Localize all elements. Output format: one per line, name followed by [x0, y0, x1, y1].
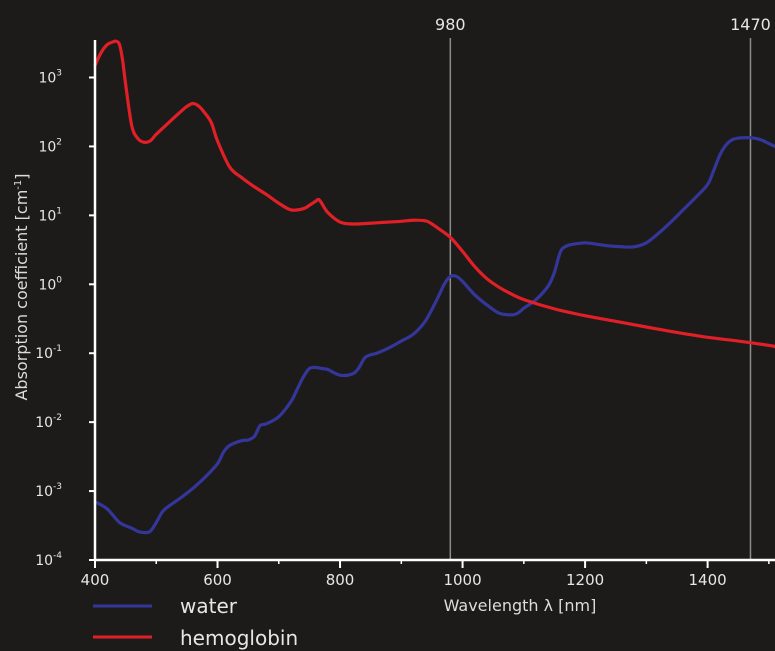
y-tick-label-0: 100 — [38, 275, 62, 293]
y-tick-label-3: 103 — [38, 69, 62, 87]
x-tick-label-1200: 1200 — [566, 571, 604, 589]
y-tick-label--2: 10-2 — [35, 413, 62, 431]
y-tick-label--3: 10-3 — [35, 482, 62, 500]
x-axis-label: Wavelength λ [nm] — [444, 596, 597, 615]
legend-item-hemoglobin: hemoglobin — [93, 626, 298, 650]
y-tick-label--1: 10-1 — [35, 344, 62, 362]
x-tick-label-1000: 1000 — [443, 571, 481, 589]
legend-label-hemoglobin: hemoglobin — [180, 626, 298, 650]
series-line-hemoglobin — [93, 39, 775, 349]
x-tick-label-800: 800 — [326, 571, 355, 589]
axes — [93, 40, 775, 562]
legend-label-water: water — [180, 594, 238, 618]
reference-label-980: 980 — [435, 15, 466, 34]
reference-label-1470: 1470 — [730, 15, 771, 34]
x-tick-label-1400: 1400 — [689, 571, 727, 589]
legend-item-water: water — [93, 594, 238, 618]
series-layer — [93, 39, 775, 535]
legend: water hemoglobin — [93, 594, 298, 650]
ticks: 400 600 800 1000 1200 1400 10-4 10-3 10-2 10-1 100… — [35, 69, 770, 589]
reference-lines: 980 1470 — [435, 15, 771, 560]
series-line-water — [93, 135, 775, 535]
y-tick-label-2: 102 — [38, 137, 62, 155]
y-axis-label: Absorption coefficient [cm-1] — [12, 173, 31, 400]
x-tick-label-600: 600 — [203, 571, 232, 589]
y-tick-label--4: 10-4 — [35, 551, 62, 569]
y-tick-label-1: 101 — [38, 206, 62, 224]
x-tick-label-400: 400 — [81, 571, 110, 589]
